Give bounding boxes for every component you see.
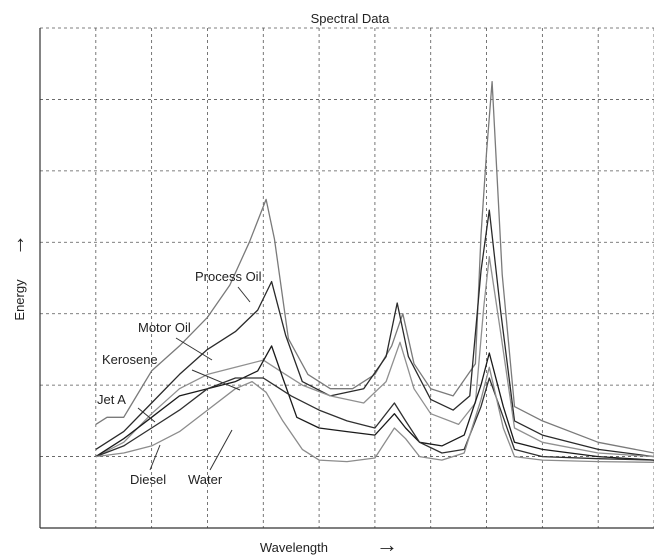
leader-motor-oil [175,337,213,361]
series-line-water [95,366,654,463]
leader-water [209,429,233,471]
leader-jet-a [137,407,156,423]
axes [39,28,654,529]
x-axis-label: Wavelength [260,540,328,555]
series-line-kerosene [95,255,654,458]
leader-kerosene [191,369,241,391]
label-diesel: Diesel [130,472,166,487]
chart-title: Spectral Data [311,11,391,26]
grid [40,27,654,528]
series-line-process-oil [95,80,654,454]
y-axis-label: Energy [12,279,27,321]
series-layer [95,80,654,463]
label-water: Water [188,472,223,487]
label-kerosene: Kerosene [102,352,158,367]
y-axis-arrow: → [4,234,29,256]
label-process-oil: Process Oil [195,269,262,284]
label-motor-oil: Motor Oil [138,320,191,335]
label-jet-a: Jet A [97,392,126,407]
series-line-motor-oil [95,209,654,458]
annotations: Process Oil Motor Oil Kerosene Jet A Die… [97,269,262,487]
leader-diesel [149,444,161,471]
leader-process-oil [237,286,251,303]
series-line-diesel [95,377,654,461]
x-axis-arrow: → [376,532,398,557]
